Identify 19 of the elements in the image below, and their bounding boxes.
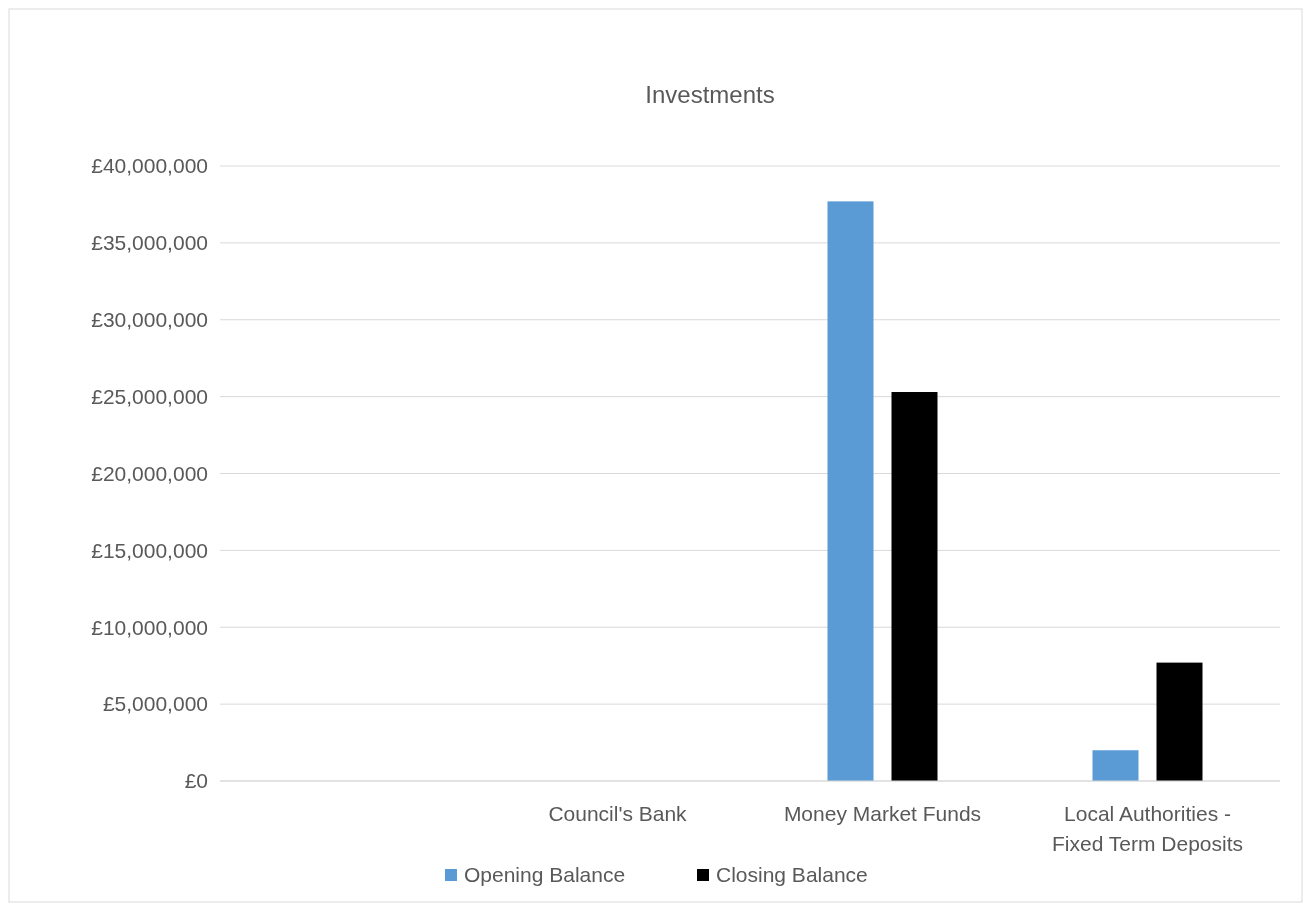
y-tick-label: £40,000,000 [91, 154, 208, 178]
y-tick-label: £10,000,000 [91, 615, 208, 639]
x-tick-label: Money Market Funds [783, 802, 982, 825]
chart-title: Investments [645, 81, 775, 108]
bar [1092, 750, 1139, 781]
y-tick-label: £0 [184, 769, 208, 793]
x-tick-label: Local Authorities - Fixed Term Deposits [1051, 802, 1244, 855]
y-tick-label: £35,000,000 [91, 231, 208, 255]
x-tick-label: Council's Bank [548, 802, 688, 825]
bar [1156, 662, 1203, 781]
y-tick-label: £20,000,000 [91, 461, 208, 485]
y-tick-label: £5,000,000 [102, 692, 208, 716]
legend-label: Closing Balance [716, 863, 868, 887]
y-tick-label: £15,000,000 [91, 538, 208, 562]
legend-label: Opening Balance [464, 863, 626, 887]
y-tick-label: £30,000,000 [91, 308, 208, 332]
bar [891, 392, 938, 781]
y-tick-label: £25,000,000 [91, 384, 208, 408]
bar [827, 201, 874, 781]
